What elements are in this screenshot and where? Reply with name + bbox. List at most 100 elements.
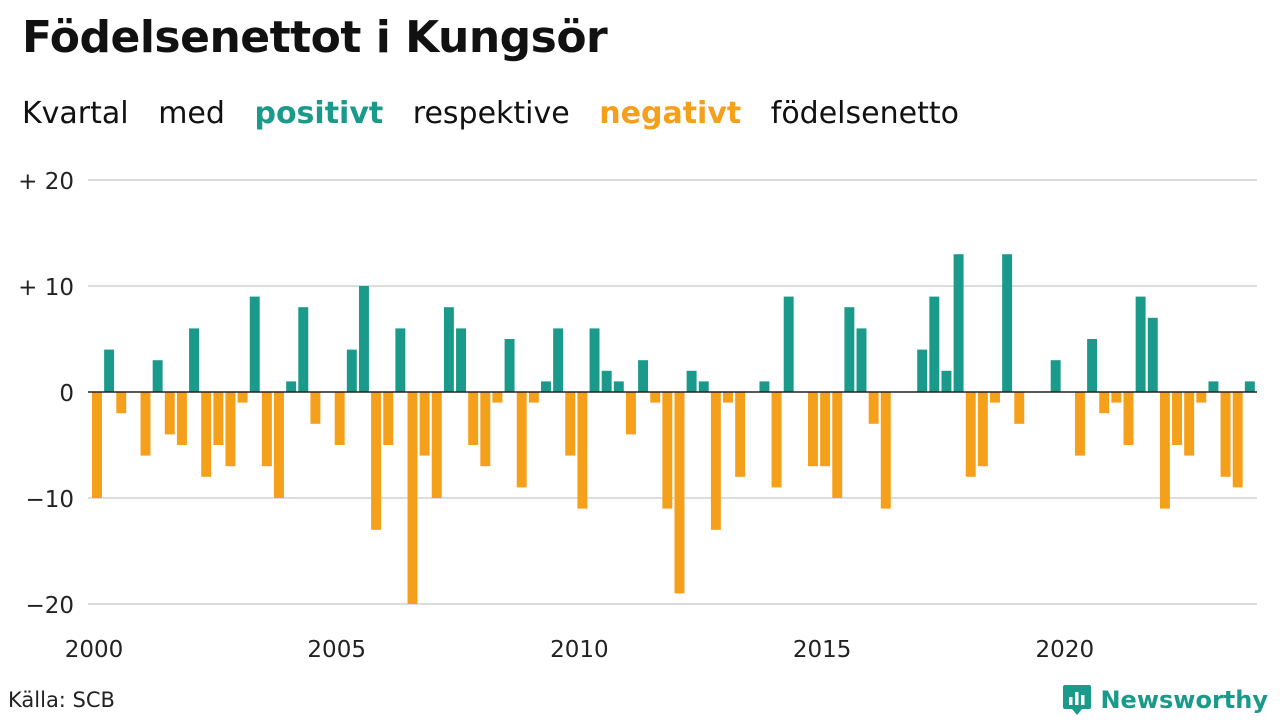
bar (917, 349, 928, 392)
bar (577, 392, 588, 509)
source-note: Källa: SCB (8, 688, 115, 712)
subtitle-text-1: Kvartal (22, 96, 129, 131)
bar (1050, 360, 1061, 392)
bars (92, 254, 1255, 604)
bar (346, 349, 357, 392)
bar (1147, 317, 1158, 392)
bar (504, 339, 515, 392)
bar (189, 328, 200, 392)
bar (1135, 296, 1146, 392)
bar (358, 286, 369, 392)
bar (601, 370, 612, 392)
bar (1220, 392, 1231, 477)
bar (480, 392, 491, 467)
bar (164, 392, 175, 435)
bar (492, 392, 503, 403)
bar (698, 381, 709, 392)
bar (953, 254, 964, 392)
bar (941, 370, 952, 392)
y-axis-labels: + 20 + 10 0 −10 −20 (18, 169, 74, 619)
subtitle-text-4: födelsenetto (770, 96, 959, 131)
brand-name: Newsworthy (1100, 686, 1268, 714)
bar (674, 392, 685, 594)
bar (213, 392, 224, 445)
bar (104, 349, 115, 392)
bar (383, 392, 394, 445)
x-tick-label: 2015 (793, 637, 852, 663)
bar (261, 392, 272, 467)
bar (516, 392, 527, 488)
bar (1002, 254, 1013, 392)
bar (1014, 392, 1025, 424)
bar (274, 392, 284, 498)
bar (710, 392, 721, 530)
bar (371, 392, 382, 530)
bar (820, 392, 831, 467)
bar (249, 296, 260, 392)
bar (334, 392, 345, 445)
x-tick-label: 2020 (1036, 637, 1095, 663)
bar (1099, 392, 1110, 414)
subtitle-text-2: med (158, 96, 225, 131)
chart-subtitle: Kvartal med positivt respektive negativt… (22, 96, 979, 131)
bar (929, 296, 940, 392)
bar (553, 328, 564, 392)
bar (880, 392, 891, 509)
bar (807, 392, 818, 467)
x-tick-label: 2000 (65, 637, 124, 663)
y-tick-label: −10 (25, 487, 74, 513)
bar (152, 360, 163, 392)
bar (856, 328, 867, 392)
bar (686, 370, 697, 392)
bar (1087, 339, 1098, 392)
y-tick-label: 0 (59, 381, 74, 407)
bar (625, 392, 636, 435)
bar (1159, 392, 1170, 509)
bar (723, 392, 733, 403)
bar (783, 296, 794, 392)
y-tick-label: −20 (25, 593, 74, 619)
bar (286, 381, 297, 392)
bar (1184, 392, 1195, 456)
bar (176, 392, 187, 445)
bar (468, 392, 479, 445)
bar (201, 392, 212, 477)
bar (237, 392, 248, 403)
bar (407, 392, 418, 604)
bar (650, 392, 661, 403)
bar (1244, 381, 1255, 392)
bar (965, 392, 976, 477)
bar (1111, 392, 1122, 403)
bar (735, 392, 746, 477)
bar (832, 392, 843, 498)
bar (990, 392, 1000, 403)
bar (1196, 392, 1207, 403)
bar (1208, 381, 1219, 392)
bar (662, 392, 673, 509)
bar (528, 392, 539, 403)
bar (1074, 392, 1085, 456)
x-axis-labels: 2000 2005 2010 2015 2020 (65, 637, 1094, 663)
bar (1172, 392, 1183, 445)
bar (613, 381, 624, 392)
bar (565, 392, 576, 456)
brand-logo[interactable]: Newsworthy (1062, 683, 1268, 717)
y-tick-label: + 10 (18, 275, 74, 301)
bar (1123, 392, 1134, 445)
bar (310, 392, 321, 424)
subtitle-text-3: respektive (412, 96, 570, 131)
bar (868, 392, 879, 424)
bar (92, 392, 102, 498)
bar (443, 307, 454, 392)
bar (1232, 392, 1243, 488)
chart-title: Födelsenettot i Kungsör (22, 12, 608, 63)
bar (589, 328, 600, 392)
x-tick-label: 2005 (307, 637, 366, 663)
legend-positive: positivt (254, 96, 384, 131)
legend-negative: negativt (599, 96, 742, 131)
bar (431, 392, 442, 498)
newsworthy-logo-icon (1063, 685, 1092, 715)
bar (638, 360, 649, 392)
bar (395, 328, 406, 392)
bar (771, 392, 782, 488)
